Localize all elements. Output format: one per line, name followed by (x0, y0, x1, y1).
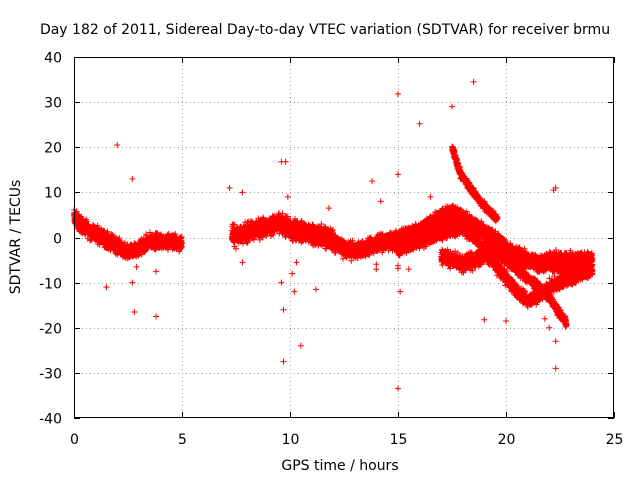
data-point (146, 229, 153, 236)
data-points (71, 78, 596, 392)
chart-title: Day 182 of 2011, Sidereal Day-to-day VTE… (40, 22, 610, 38)
data-point (104, 230, 111, 237)
data-point (83, 218, 90, 225)
